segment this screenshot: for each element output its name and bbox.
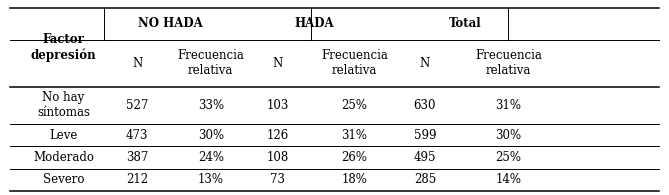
Text: 527: 527 — [126, 99, 149, 112]
Text: 26%: 26% — [342, 151, 367, 164]
Text: 108: 108 — [266, 151, 289, 164]
Text: 630: 630 — [413, 99, 436, 112]
Text: N: N — [419, 57, 430, 70]
Text: 18%: 18% — [342, 173, 367, 186]
Text: 387: 387 — [126, 151, 149, 164]
Text: N: N — [272, 57, 283, 70]
Text: Frecuencia
relativa: Frecuencia relativa — [177, 49, 244, 77]
Text: Total: Total — [449, 17, 481, 30]
Text: Severo: Severo — [43, 173, 84, 186]
Text: 13%: 13% — [198, 173, 223, 186]
Text: 30%: 30% — [495, 129, 522, 142]
Text: Frecuencia
relativa: Frecuencia relativa — [475, 49, 542, 77]
Text: 126: 126 — [266, 129, 289, 142]
Text: 103: 103 — [266, 99, 289, 112]
Text: 212: 212 — [126, 173, 149, 186]
Text: Frecuencia
relativa: Frecuencia relativa — [321, 49, 388, 77]
Text: HADA: HADA — [294, 17, 334, 30]
Text: 473: 473 — [126, 129, 149, 142]
Text: Moderado: Moderado — [33, 151, 94, 164]
Text: 285: 285 — [413, 173, 436, 186]
Text: Leve: Leve — [50, 129, 78, 142]
Text: 25%: 25% — [496, 151, 521, 164]
Text: 14%: 14% — [496, 173, 521, 186]
Text: 599: 599 — [413, 129, 436, 142]
Text: 24%: 24% — [198, 151, 223, 164]
Text: 73: 73 — [270, 173, 285, 186]
Text: 31%: 31% — [342, 129, 367, 142]
Text: 25%: 25% — [342, 99, 367, 112]
Text: NO HADA: NO HADA — [138, 17, 203, 30]
Text: 495: 495 — [413, 151, 436, 164]
Text: 33%: 33% — [197, 99, 224, 112]
Text: No hay
síntomas: No hay síntomas — [37, 91, 90, 119]
Text: N: N — [132, 57, 142, 70]
Text: 30%: 30% — [197, 129, 224, 142]
Text: Factor
depresión: Factor depresión — [31, 33, 96, 62]
Text: 31%: 31% — [496, 99, 521, 112]
